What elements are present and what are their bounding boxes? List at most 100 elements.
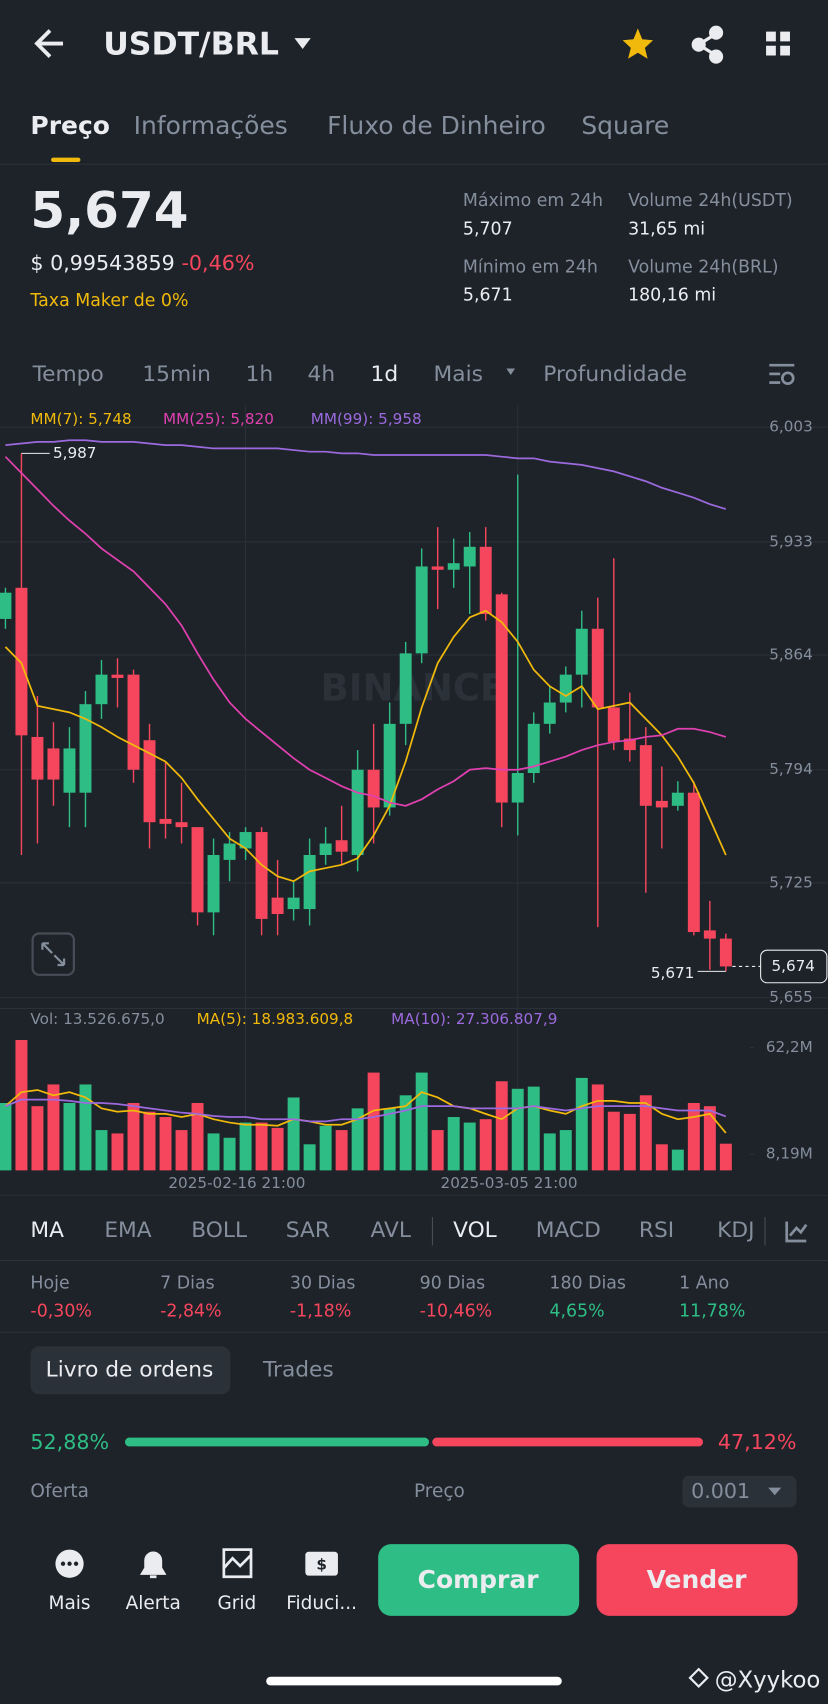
candle-body [319, 843, 332, 855]
stat-label: Mínimo em 24h [463, 257, 598, 277]
candle-body [159, 818, 172, 824]
pair-dropdown[interactable] [294, 38, 311, 49]
precision-dropdown[interactable] [768, 1487, 782, 1496]
tab[interactable]: Fluxo de Dinheiro [327, 111, 546, 140]
candle-body [671, 792, 684, 806]
period-change: 11,78% [679, 1302, 745, 1322]
timeframe[interactable]: 1h [246, 362, 274, 387]
max-label: 5,987 [53, 444, 97, 462]
chart-settings[interactable] [769, 363, 795, 386]
buy-label[interactable]: Comprar [418, 1565, 540, 1594]
grid-icon[interactable] [222, 1548, 253, 1579]
x-tick-label: 2025-03-05 21:00 [441, 1174, 578, 1192]
buy-button[interactable] [378, 1544, 580, 1616]
candle-body [111, 674, 124, 678]
min-label: 5,671 [651, 964, 695, 982]
alert-icon[interactable] [139, 1551, 167, 1579]
nav-label[interactable]: Fiduci... [286, 1593, 357, 1614]
more-dropdown[interactable] [506, 368, 516, 375]
price-change: -0,46% [181, 251, 254, 275]
candle-body [655, 800, 668, 808]
volume-bar [287, 1097, 300, 1171]
y-tick-label: 8,19M [766, 1145, 813, 1163]
volume-bar [719, 1143, 732, 1171]
fullscreen-button[interactable] [31, 932, 75, 976]
volume-bar [559, 1130, 572, 1171]
timeframe[interactable]: Mais [434, 362, 483, 387]
precision-select[interactable] [682, 1475, 797, 1508]
candle-body [207, 854, 220, 913]
indicator[interactable]: MA [30, 1218, 64, 1243]
candle-body [527, 723, 540, 774]
stat-label: Máximo em 24h [463, 191, 603, 211]
period-change: -10,46% [420, 1302, 493, 1322]
precision[interactable]: 0.001 [691, 1479, 750, 1503]
nav-label[interactable]: Alerta [126, 1593, 181, 1614]
book-tab[interactable]: Livro de ordens [46, 1357, 214, 1382]
back-button[interactable] [34, 29, 64, 58]
volume-bar [495, 1081, 508, 1171]
indicator[interactable]: SAR [286, 1218, 330, 1243]
candle-body [383, 723, 396, 808]
sell-button[interactable] [596, 1544, 798, 1616]
candle-body [63, 748, 76, 793]
nav-label[interactable]: Mais [49, 1593, 91, 1614]
indicator[interactable]: RSI [639, 1218, 674, 1243]
fiat-icon[interactable]: $ [305, 1551, 338, 1576]
candle-body [127, 674, 140, 770]
indicator[interactable]: AVL [371, 1218, 411, 1243]
indicator[interactable]: MACD [536, 1218, 601, 1243]
more-icon[interactable] [55, 1549, 84, 1578]
volume-bar [383, 1108, 396, 1171]
volume-bar [143, 1111, 156, 1171]
share-button[interactable] [691, 25, 724, 64]
indicator[interactable]: EMA [104, 1218, 151, 1243]
grid-menu[interactable] [766, 31, 790, 56]
y-tick-label: 5,725 [769, 873, 813, 891]
nav-label[interactable]: Grid [217, 1593, 256, 1614]
timeframe[interactable]: 15min [142, 362, 211, 387]
candle-body [175, 822, 188, 828]
sell-label[interactable]: Vender [647, 1565, 748, 1594]
timeframe[interactable]: 4h [308, 362, 336, 387]
volume-bar [639, 1095, 652, 1171]
indicator[interactable]: KDJ [717, 1218, 754, 1243]
candle-body [479, 546, 492, 615]
candle-body [543, 702, 556, 724]
candle-body [607, 707, 620, 742]
legend-entry: MM(7): 5,748 [30, 410, 131, 428]
legend-entry: Vol: 13.526.675,0 [30, 1010, 164, 1028]
candle-body [463, 546, 476, 567]
tab[interactable]: Informações [134, 111, 288, 140]
tab[interactable]: Preço [30, 111, 110, 140]
last-price-box [760, 949, 828, 984]
legend-entry: MA(10): 27.306.807,9 [391, 1010, 557, 1028]
volume-bar [239, 1122, 252, 1171]
timeframe[interactable]: Profundidade [543, 362, 687, 387]
stat-label: Volume 24h(USDT) [628, 191, 793, 211]
candle-body [287, 897, 300, 910]
indicator[interactable]: VOL [453, 1218, 497, 1243]
book-tab[interactable]: Trades [262, 1357, 334, 1382]
volume-bar [575, 1077, 588, 1171]
favorite-star[interactable] [622, 28, 654, 59]
indicator-settings[interactable] [785, 1221, 808, 1243]
period-label: 180 Dias [549, 1273, 626, 1293]
volume-bar [447, 1117, 460, 1171]
ma-line [4, 456, 727, 807]
stat-value: 5,707 [463, 219, 513, 239]
volume-bar [671, 1149, 684, 1171]
timeframe[interactable]: 1d [371, 362, 399, 387]
volume-bar [319, 1125, 332, 1171]
timeframe[interactable]: Tempo [32, 362, 104, 387]
pair-title[interactable]: USDT/BRL [103, 27, 279, 63]
tab[interactable]: Square [581, 111, 669, 140]
period-change: 4,65% [549, 1302, 604, 1322]
y-tick-label: 5,864 [769, 645, 813, 663]
volume-bar [335, 1130, 348, 1171]
active-tab-bg [30, 1346, 231, 1395]
volume-bar [159, 1117, 172, 1171]
indicator[interactable]: BOLL [191, 1218, 247, 1243]
y-tick-label: 5,933 [769, 532, 813, 550]
